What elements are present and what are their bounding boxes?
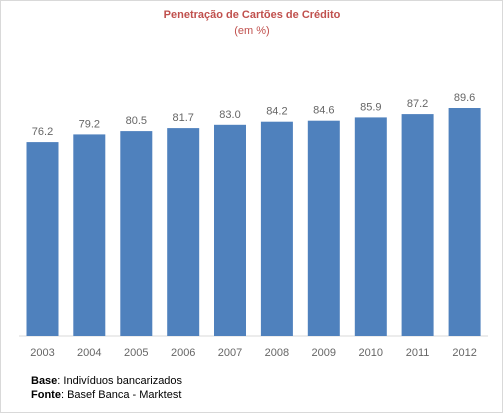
tick-label-2006: 2006: [171, 347, 195, 359]
bar-2012: [448, 108, 481, 336]
value-labels-group: 76.2 79.2 80.5 81.7 83.0 84.2 84.6 85.9 87.2 89.6: [32, 92, 476, 138]
bar-2004: [73, 134, 106, 336]
value-label-2011: 87.2: [407, 98, 428, 110]
source-label: Fonte: [31, 389, 61, 401]
bar-2009: [307, 120, 340, 336]
value-label-2003: 76.2: [32, 126, 53, 138]
bar-2007: [214, 124, 246, 336]
value-label-2006: 81.7: [172, 112, 193, 124]
bar-2003: [26, 142, 59, 336]
base-note: Base: Indivíduos bancarizados: [31, 374, 182, 388]
source-text: : Basef Banca - Marktest: [60, 389, 182, 401]
chart-subtitle: (em %): [234, 25, 270, 37]
tick-label-2011: 2011: [406, 347, 430, 359]
value-label-2004: 79.2: [79, 118, 100, 130]
bar-2006: [167, 128, 200, 336]
value-label-2009: 84.6: [313, 105, 334, 117]
tick-label-2008: 2008: [265, 347, 289, 359]
value-label-2005: 80.5: [126, 115, 147, 127]
tick-label-2004: 2004: [77, 347, 101, 359]
tick-label-2005: 2005: [124, 347, 148, 359]
bar-2010: [354, 117, 387, 337]
tick-label-2012: 2012: [452, 347, 476, 359]
source-note: Fonte: Basef Banca - Marktest: [31, 388, 182, 402]
value-label-2012: 89.6: [454, 92, 475, 104]
chart-title: Penetração de Cartões de Crédito: [163, 9, 341, 21]
base-label: Base: [31, 375, 58, 387]
tick-label-2007: 2007: [218, 347, 242, 359]
chart-notes: Base: Indivíduos bancarizados Fonte: Bas…: [31, 374, 182, 402]
bar-2008: [260, 121, 293, 336]
bar-2005: [120, 131, 153, 336]
tick-label-2009: 2009: [312, 347, 336, 359]
tick-label-2003: 2003: [30, 347, 54, 359]
tick-label-2010: 2010: [359, 347, 383, 359]
value-label-2007: 83.0: [219, 109, 240, 121]
bar-2011: [401, 114, 434, 336]
tick-labels-group: 2003 2004 2005 2006 2007 2008 2009 2010 2011 2012: [30, 347, 477, 359]
bars-group: [26, 108, 481, 337]
value-label-2008: 84.2: [266, 106, 287, 118]
value-label-2010: 85.9: [360, 101, 381, 113]
base-text: : Indivíduos bancarizados: [57, 375, 183, 387]
